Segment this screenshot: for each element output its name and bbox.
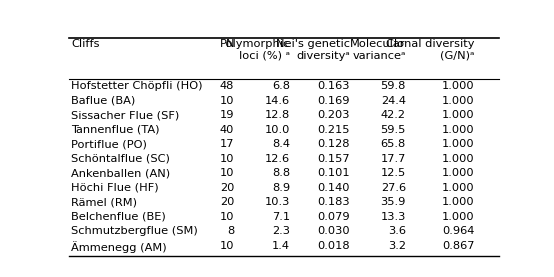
Text: 17.7: 17.7: [381, 154, 406, 164]
Text: 24.4: 24.4: [381, 96, 406, 106]
Text: 8.8: 8.8: [272, 168, 290, 178]
Text: 3.2: 3.2: [388, 241, 406, 251]
Text: Hofstetter Chöpfli (HO): Hofstetter Chöpfli (HO): [71, 81, 203, 91]
Text: 59.5: 59.5: [381, 125, 406, 135]
Text: 10.3: 10.3: [265, 197, 290, 207]
Text: 1.000: 1.000: [442, 81, 475, 91]
Text: Cliffs: Cliffs: [71, 39, 100, 49]
Text: 1.4: 1.4: [272, 241, 290, 251]
Text: 0.163: 0.163: [317, 81, 350, 91]
Text: 20: 20: [220, 197, 234, 207]
Text: 0.169: 0.169: [317, 96, 350, 106]
Text: 17: 17: [219, 139, 234, 149]
Text: 1.000: 1.000: [442, 139, 475, 149]
Text: 10: 10: [219, 212, 234, 222]
Text: Ankenballen (AN): Ankenballen (AN): [71, 168, 171, 178]
Text: Rämel (RM): Rämel (RM): [71, 197, 137, 207]
Text: Baflue (BA): Baflue (BA): [71, 96, 136, 106]
Text: 19: 19: [219, 110, 234, 120]
Text: Nei's genetic
diversityᵃ: Nei's genetic diversityᵃ: [276, 39, 350, 61]
Text: 8.4: 8.4: [272, 139, 290, 149]
Text: 59.8: 59.8: [381, 81, 406, 91]
Text: 0.128: 0.128: [317, 139, 350, 149]
Text: Molecular
varianceᵃ: Molecular varianceᵃ: [350, 39, 406, 61]
Text: 0.964: 0.964: [442, 226, 475, 236]
Text: 12.5: 12.5: [381, 168, 406, 178]
Text: Polymorphic
loci (%) ᵃ: Polymorphic loci (%) ᵃ: [220, 39, 290, 61]
Text: 40: 40: [220, 125, 234, 135]
Text: 0.157: 0.157: [317, 154, 350, 164]
Text: 12.8: 12.8: [265, 110, 290, 120]
Text: Clonal diversity
(G/N)ᵃ: Clonal diversity (G/N)ᵃ: [386, 39, 475, 61]
Text: 1.000: 1.000: [442, 168, 475, 178]
Text: 1.000: 1.000: [442, 183, 475, 193]
Text: 1.000: 1.000: [442, 197, 475, 207]
Text: 1.000: 1.000: [442, 154, 475, 164]
Text: 0.183: 0.183: [317, 197, 350, 207]
Text: Schmutzbergflue (SM): Schmutzbergflue (SM): [71, 226, 198, 236]
Text: 20: 20: [220, 183, 234, 193]
Text: 10: 10: [219, 241, 234, 251]
Text: 6.8: 6.8: [272, 81, 290, 91]
Text: Höchi Flue (HF): Höchi Flue (HF): [71, 183, 159, 193]
Text: Ämmenegg (AM): Ämmenegg (AM): [71, 241, 167, 253]
Text: 7.1: 7.1: [272, 212, 290, 222]
Text: 10: 10: [219, 154, 234, 164]
Text: 8.9: 8.9: [272, 183, 290, 193]
Text: 0.140: 0.140: [317, 183, 350, 193]
Text: 14.6: 14.6: [265, 96, 290, 106]
Text: 0.215: 0.215: [317, 125, 350, 135]
Text: 48: 48: [220, 81, 234, 91]
Text: 1.000: 1.000: [442, 96, 475, 106]
Text: 13.3: 13.3: [381, 212, 406, 222]
Text: 0.079: 0.079: [317, 212, 350, 222]
Text: 42.2: 42.2: [381, 110, 406, 120]
Text: 65.8: 65.8: [381, 139, 406, 149]
Text: 1.000: 1.000: [442, 125, 475, 135]
Text: 1.000: 1.000: [442, 110, 475, 120]
Text: 0.101: 0.101: [317, 168, 350, 178]
Text: 3.6: 3.6: [388, 226, 406, 236]
Text: 0.018: 0.018: [317, 241, 350, 251]
Text: 27.6: 27.6: [381, 183, 406, 193]
Text: Portiflue (PO): Portiflue (PO): [71, 139, 147, 149]
Text: N: N: [225, 39, 234, 49]
Text: 10.0: 10.0: [265, 125, 290, 135]
Text: 8: 8: [227, 226, 234, 236]
Text: 12.6: 12.6: [265, 154, 290, 164]
Text: 0.867: 0.867: [442, 241, 475, 251]
Text: 2.3: 2.3: [272, 226, 290, 236]
Text: Schöntalflue (SC): Schöntalflue (SC): [71, 154, 170, 164]
Text: 0.203: 0.203: [317, 110, 350, 120]
Text: Tannenflue (TA): Tannenflue (TA): [71, 125, 160, 135]
Text: 0.030: 0.030: [317, 226, 350, 236]
Text: 35.9: 35.9: [381, 197, 406, 207]
Text: 1.000: 1.000: [442, 212, 475, 222]
Text: Sissacher Flue (SF): Sissacher Flue (SF): [71, 110, 179, 120]
Text: Belchenflue (BE): Belchenflue (BE): [71, 212, 166, 222]
Text: 10: 10: [219, 96, 234, 106]
Text: 10: 10: [219, 168, 234, 178]
